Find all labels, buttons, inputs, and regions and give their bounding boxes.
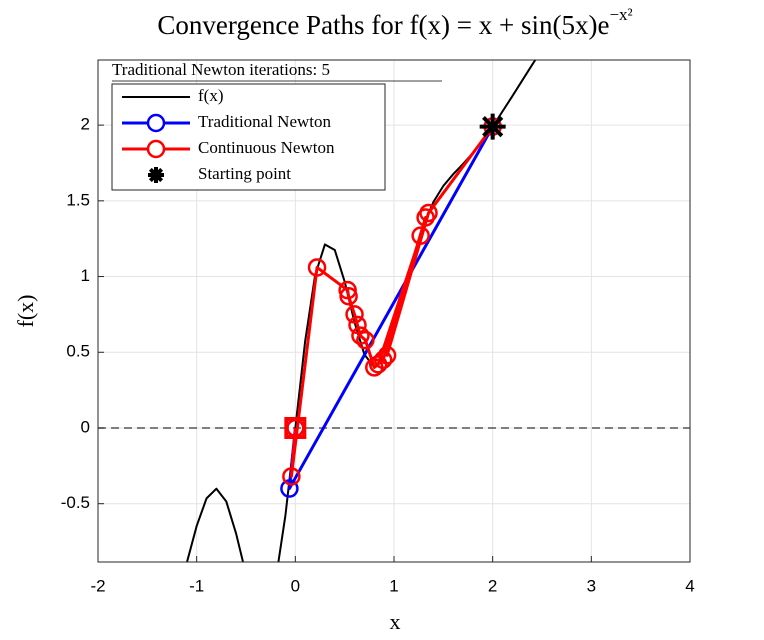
- point-marker: [365, 358, 384, 377]
- star-marker: [479, 113, 506, 140]
- point-marker: [416, 208, 435, 227]
- y-tick-label: 1.5: [66, 190, 90, 209]
- legend-label: Traditional Newton: [198, 112, 332, 131]
- point-marker: [307, 258, 327, 277]
- y-tick-label: 2: [81, 115, 90, 134]
- x-tick-label: -1: [189, 576, 204, 595]
- x-tick-label: 1: [389, 576, 398, 595]
- x-tick-label: 0: [291, 576, 300, 595]
- x-tick-label: 3: [587, 576, 596, 595]
- legend-marker: [146, 139, 166, 159]
- legend: f(x) Traditional Newton Continuous Newton S…: [111, 83, 386, 191]
- y-axis-label: f(x): [13, 295, 38, 328]
- title-text: Convergence Paths for f(x) = x + sin(5x)…: [157, 10, 609, 40]
- root-marker: [284, 416, 307, 439]
- legend-marker: [146, 113, 166, 133]
- annotation: Traditional Newton iterations: 5: [112, 60, 330, 79]
- star-marker: [148, 167, 164, 183]
- y-tick-label: 0: [81, 417, 90, 436]
- y-tick-label: 0.5: [66, 342, 90, 361]
- series-line: [289, 125, 494, 478]
- x-tick-label: 2: [488, 576, 497, 595]
- point-marker: [338, 280, 357, 300]
- legend-label: Starting point: [198, 164, 291, 183]
- point-marker: [348, 315, 367, 335]
- x-tick-label: -2: [90, 576, 105, 595]
- star-stroke: [482, 116, 504, 138]
- point-marker: [356, 330, 375, 350]
- point-marker: [368, 355, 388, 374]
- point-marker: [351, 326, 370, 345]
- star-stroke: [148, 167, 164, 183]
- y-tick-label: 1: [81, 266, 90, 285]
- point-marker: [411, 226, 430, 245]
- x-axis-label: x: [390, 609, 401, 634]
- x-tick-label: 4: [685, 576, 694, 595]
- point-marker: [282, 467, 301, 486]
- y-tick-label: -0.5: [61, 493, 90, 512]
- axes: -2 -1 0 1 2 3 4 -0.5 0 0.5 1 1.5 2: [61, 115, 695, 596]
- point-marker: [280, 479, 299, 498]
- legend-label: f(x): [198, 86, 223, 105]
- point-marker: [345, 305, 364, 324]
- plot: [98, 60, 690, 562]
- legend-label: Continuous Newton: [198, 138, 335, 157]
- chart-title: Convergence Paths for f(x) = x + sin(5x)…: [157, 5, 632, 40]
- point-marker: [339, 286, 358, 306]
- title-superscript: −x²: [609, 5, 632, 24]
